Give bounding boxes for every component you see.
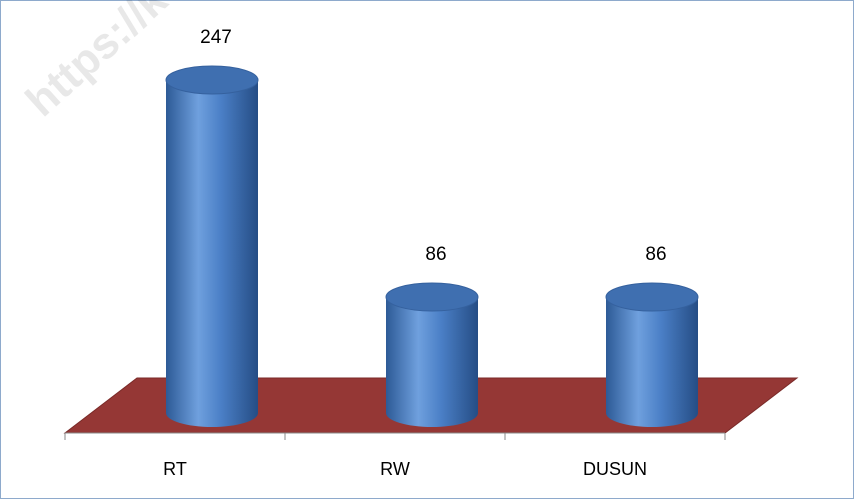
- bar: [166, 80, 258, 427]
- x-tick-label: RW: [380, 459, 410, 479]
- bar: [606, 297, 698, 427]
- value-label: 247: [200, 27, 232, 48]
- bar: [386, 297, 478, 427]
- bar-top: [605, 282, 699, 312]
- value-label: 86: [425, 244, 446, 265]
- bar-top: [165, 65, 259, 95]
- bar-top: [385, 282, 479, 312]
- x-tick-label: RT: [163, 459, 187, 479]
- x-tick-label: DUSUN: [583, 459, 647, 479]
- value-label: 86: [645, 244, 666, 265]
